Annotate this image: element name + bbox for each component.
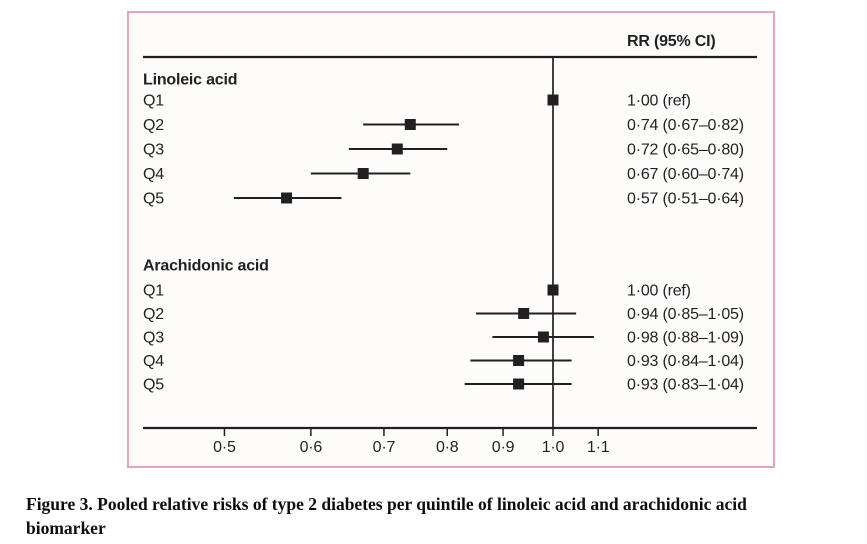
rr-value-text: 0·93 (0·83–1·04) — [627, 377, 744, 394]
rr-point-marker — [513, 378, 525, 390]
rr-value-text: 0·93 (0·84–1·04) — [627, 353, 744, 370]
row-quintile-label: Q3 — [143, 330, 164, 347]
figure-caption-line-1: Figure 3. Pooled relative risks of type … — [26, 494, 747, 514]
rr-value-text: 0·72 (0·65–0·80) — [627, 142, 744, 159]
rr-point-marker — [518, 308, 530, 319]
rr-value-text: 0·67 (0·60–0·74) — [627, 166, 744, 183]
rr-point-marker — [547, 94, 559, 106]
rr-value-text: 1·00 (ref) — [627, 93, 691, 110]
row-quintile-label: Q3 — [143, 142, 164, 159]
row-quintile-label: Q2 — [143, 117, 164, 134]
rr-point-marker — [537, 331, 549, 343]
figure-caption-line-2: biomarker — [26, 518, 106, 538]
figure-box: 0·5 0·6 0·7 0·8 0·9 1·0 1·1 RR (95% CI) Linoleic… — [127, 11, 775, 468]
x-tick-label: 1·0 — [542, 439, 565, 456]
rr-column-header: RR (95% CI) — [627, 33, 715, 50]
section-label: Arachidonic acid — [143, 258, 269, 275]
row-quintile-label: Q5 — [143, 377, 164, 394]
rr-point-marker — [547, 284, 559, 296]
row-quintile-label: Q2 — [143, 306, 164, 323]
section-label: Linoleic acid — [143, 72, 237, 89]
figure-caption: Figure 3. Pooled relative risks of type … — [26, 492, 747, 540]
rr-point-marker — [357, 168, 369, 179]
forest-plot: 0·5 0·6 0·7 0·8 0·9 1·0 1·1 RR (95% CI) Linoleic… — [143, 33, 757, 456]
x-tick-label: 0·6 — [300, 439, 323, 456]
rr-point-marker — [391, 143, 403, 155]
row-quintile-label: Q1 — [143, 93, 164, 110]
rr-point-marker — [281, 192, 293, 204]
row-quintile-label: Q4 — [143, 353, 164, 370]
x-tick-label: 0·9 — [492, 439, 515, 456]
rr-point-marker — [513, 355, 525, 366]
rr-value-text: 0·74 (0·67–0·82) — [627, 117, 744, 134]
rr-point-marker — [404, 119, 416, 130]
rr-value-text: 0·98 (0·88–1·09) — [627, 330, 744, 347]
rr-value-text: 0·57 (0·51–0·64) — [627, 191, 744, 208]
row-quintile-label: Q1 — [143, 283, 164, 300]
rr-value-text: 0·94 (0·85–1·05) — [627, 306, 744, 323]
rr-value-text: 1·00 (ref) — [627, 283, 691, 300]
x-tick-label: 0·5 — [213, 439, 236, 456]
row-quintile-label: Q4 — [143, 166, 164, 183]
x-tick-label: 1·1 — [587, 439, 610, 456]
row-quintile-label: Q5 — [143, 191, 164, 208]
x-tick-label: 0·7 — [373, 439, 396, 456]
x-tick-label: 0·8 — [436, 439, 459, 456]
